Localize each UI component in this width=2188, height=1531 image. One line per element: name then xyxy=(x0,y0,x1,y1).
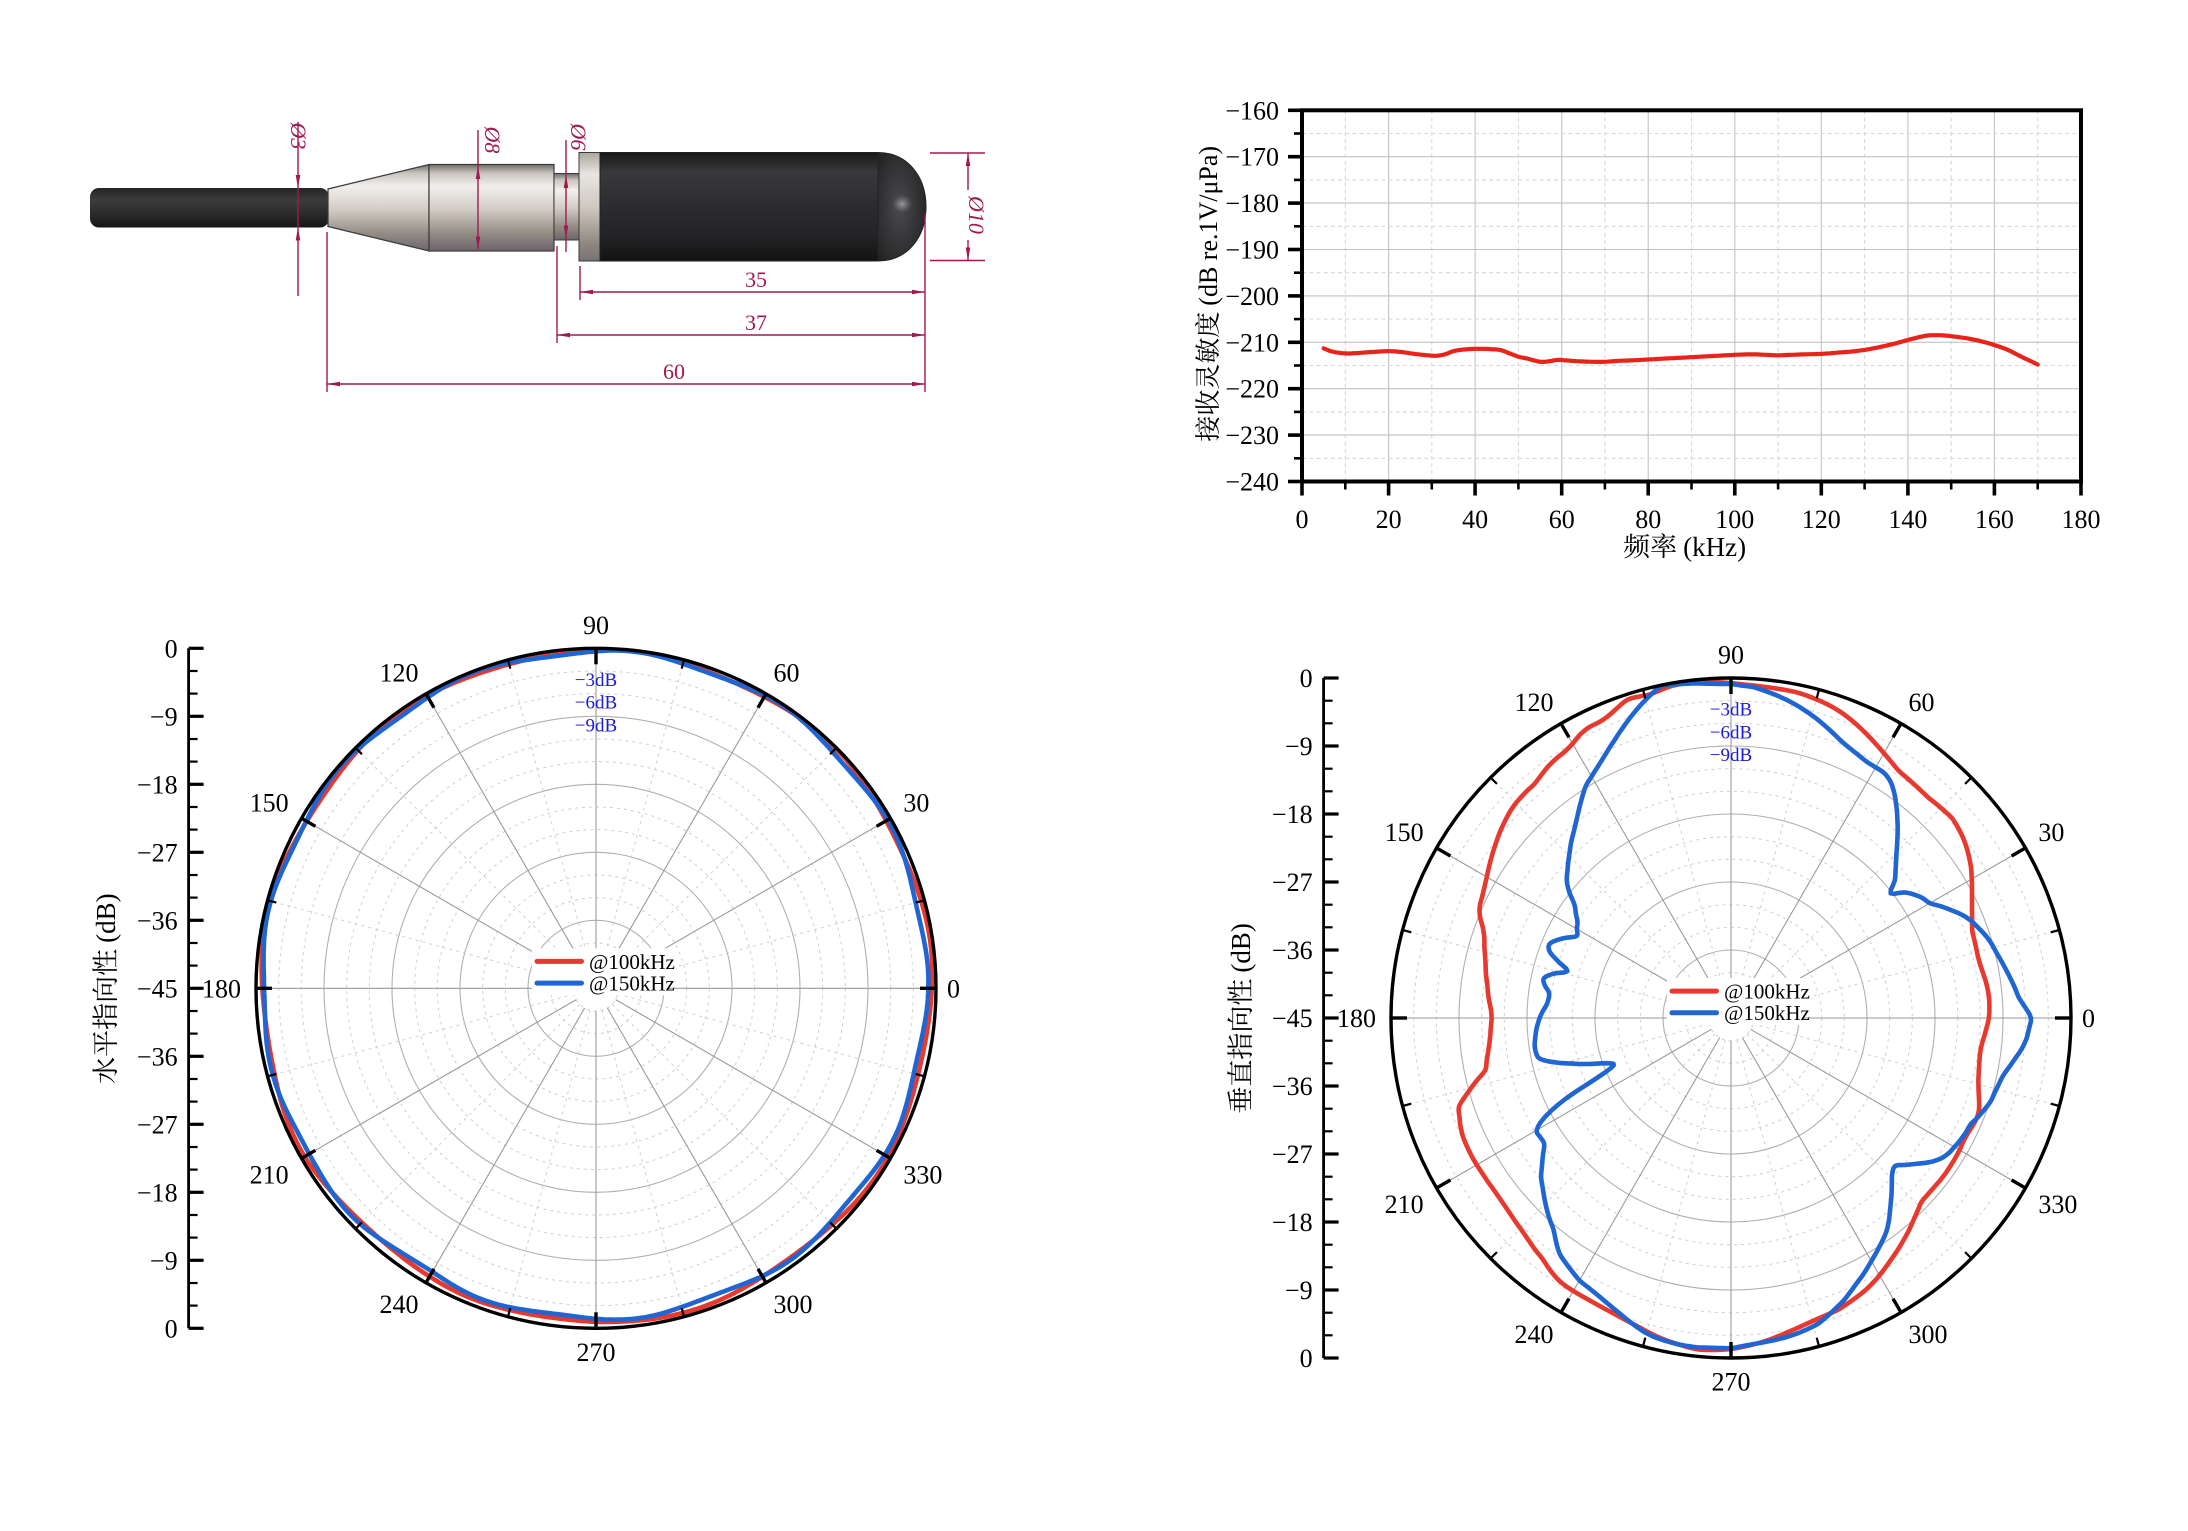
svg-text:0: 0 xyxy=(165,1314,178,1343)
svg-text:@150kHz: @150kHz xyxy=(589,972,675,996)
svg-text:−36: −36 xyxy=(137,1042,178,1071)
svg-text:−18: −18 xyxy=(137,1178,178,1207)
svg-text:Ø6: Ø6 xyxy=(566,123,591,151)
svg-text:60: 60 xyxy=(663,359,685,384)
svg-text:−27: −27 xyxy=(1272,868,1313,897)
svg-text:−36: −36 xyxy=(1272,936,1313,965)
svg-text:−27: −27 xyxy=(137,1110,178,1139)
svg-text:−9: −9 xyxy=(150,702,178,731)
svg-text:80: 80 xyxy=(1635,505,1661,534)
svg-text:−230: −230 xyxy=(1225,421,1279,450)
svg-text:270: 270 xyxy=(1712,1368,1751,1397)
svg-text:−18: −18 xyxy=(1272,1208,1313,1237)
svg-text:−240: −240 xyxy=(1225,468,1279,497)
svg-text:140: 140 xyxy=(1888,505,1927,534)
svg-text:−9dB: −9dB xyxy=(1710,745,1752,766)
svg-text:−200: −200 xyxy=(1225,282,1279,311)
svg-text:(dB re.1V/μPa): (dB re.1V/μPa) xyxy=(1194,146,1223,306)
svg-text:330: 330 xyxy=(2038,1190,2077,1219)
svg-text:−9dB: −9dB xyxy=(575,715,617,736)
svg-text:Ø3: Ø3 xyxy=(286,122,311,150)
svg-text:180: 180 xyxy=(2062,505,2101,534)
svg-text:−6dB: −6dB xyxy=(1710,722,1752,743)
svg-text:100: 100 xyxy=(1715,505,1754,534)
svg-text:60: 60 xyxy=(1549,505,1575,534)
svg-text:−18: −18 xyxy=(1272,800,1313,829)
svg-text:90: 90 xyxy=(1718,641,1744,670)
svg-text:20: 20 xyxy=(1376,505,1402,534)
svg-text:180: 180 xyxy=(202,974,241,1003)
svg-text:120: 120 xyxy=(1802,505,1841,534)
svg-text:160: 160 xyxy=(1975,505,2014,534)
svg-text:−210: −210 xyxy=(1225,328,1279,357)
svg-text:120: 120 xyxy=(380,658,419,687)
svg-text:−190: −190 xyxy=(1225,236,1279,265)
svg-text:180: 180 xyxy=(1337,1004,1376,1033)
svg-text:240: 240 xyxy=(380,1290,419,1319)
svg-text:Ø8: Ø8 xyxy=(480,126,505,154)
svg-text:210: 210 xyxy=(250,1160,289,1189)
svg-text:−45: −45 xyxy=(1272,1004,1313,1033)
svg-text:−9: −9 xyxy=(150,1246,178,1275)
svg-text:(dB): (dB) xyxy=(1226,923,1256,973)
svg-text:@150kHz: @150kHz xyxy=(1724,1001,1810,1025)
svg-text:0: 0 xyxy=(2082,1004,2095,1033)
svg-text:0: 0 xyxy=(1296,505,1309,534)
svg-text:330: 330 xyxy=(903,1160,942,1189)
svg-text:−18: −18 xyxy=(137,770,178,799)
svg-text:150: 150 xyxy=(250,788,289,817)
svg-text:60: 60 xyxy=(1909,688,1935,717)
svg-text:150: 150 xyxy=(1385,818,1424,847)
svg-text:−36: −36 xyxy=(137,906,178,935)
svg-text:−220: −220 xyxy=(1225,375,1279,404)
svg-text:Ø10: Ø10 xyxy=(964,195,989,234)
svg-text:0: 0 xyxy=(1300,1344,1313,1373)
svg-text:−36: −36 xyxy=(1272,1072,1313,1101)
svg-text:0: 0 xyxy=(947,974,960,1003)
svg-text:270: 270 xyxy=(577,1338,616,1367)
svg-text:−6dB: −6dB xyxy=(575,693,617,714)
svg-text:−9: −9 xyxy=(1285,732,1313,761)
svg-text:@100kHz: @100kHz xyxy=(589,950,675,974)
svg-text:(kHz): (kHz) xyxy=(1683,532,1746,562)
svg-text:60: 60 xyxy=(774,658,800,687)
svg-text:37: 37 xyxy=(745,310,767,335)
svg-text:−160: −160 xyxy=(1225,96,1279,125)
svg-text:90: 90 xyxy=(583,611,609,640)
svg-text:−170: −170 xyxy=(1225,143,1279,172)
svg-text:210: 210 xyxy=(1385,1190,1424,1219)
svg-text:300: 300 xyxy=(774,1290,813,1319)
svg-text:−3dB: −3dB xyxy=(575,670,617,691)
svg-text:0: 0 xyxy=(165,634,178,663)
svg-text:35: 35 xyxy=(745,267,767,292)
svg-text:30: 30 xyxy=(903,788,929,817)
svg-text:40: 40 xyxy=(1462,505,1488,534)
svg-text:−180: −180 xyxy=(1225,189,1279,218)
svg-text:@100kHz: @100kHz xyxy=(1724,980,1810,1004)
svg-text:240: 240 xyxy=(1515,1320,1554,1349)
svg-text:0: 0 xyxy=(1300,664,1313,693)
svg-text:−27: −27 xyxy=(1272,1140,1313,1169)
svg-text:(dB): (dB) xyxy=(91,893,121,943)
svg-text:30: 30 xyxy=(2038,818,2064,847)
svg-text:−45: −45 xyxy=(137,974,178,1003)
svg-text:300: 300 xyxy=(1909,1320,1948,1349)
svg-text:−9: −9 xyxy=(1285,1276,1313,1305)
svg-text:120: 120 xyxy=(1515,688,1554,717)
svg-text:−3dB: −3dB xyxy=(1710,700,1752,721)
svg-text:−27: −27 xyxy=(137,838,178,867)
